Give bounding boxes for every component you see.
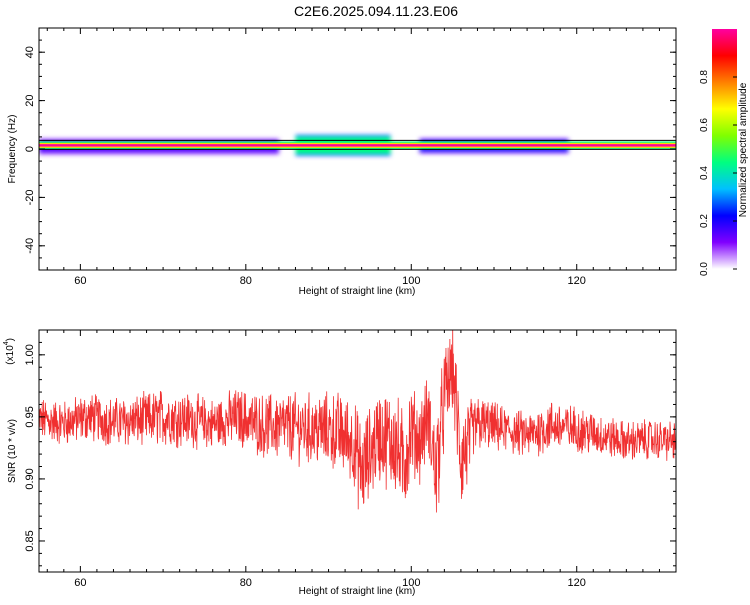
spectrogram-heatmap (39, 134, 676, 156)
spectrogram-y-axis-label: Frequency (Hz) (7, 115, 18, 184)
spectrogram-y-tick-label: 40 (24, 46, 36, 58)
snr-scale-prefix: (x10 (5, 345, 16, 365)
spectrogram-y-tick-label: -20 (24, 189, 36, 205)
spectrogram-y-tick-label: -40 (24, 238, 36, 254)
spectrogram-x-tick-label: 100 (402, 275, 420, 287)
snr-series-line (39, 330, 676, 513)
snr-y-tick-label: 0.85 (24, 530, 36, 551)
colorbar-label: Normalized spectral amplitude (738, 82, 749, 217)
snr-scale-label: (x104) (3, 338, 16, 365)
snr-panel: 60 80 100 120 0.85 0.90 0.95 1.00 Height of str… (3, 329, 677, 597)
colorbar-tick-label: 0.2 (699, 214, 710, 228)
snr-x-tick-label: 120 (568, 577, 586, 589)
spectrogram-ticks: 60 80 100 120 -40 -20 0 20 40 (24, 27, 677, 287)
snr-y-tick-label: 0.90 (24, 468, 36, 489)
colorbar: 0.0 0.2 0.4 0.6 0.8 Normalized spectral ampl… (699, 29, 749, 276)
colorbar-tick-label: 0.0 (699, 262, 710, 276)
snr-y-tick-label: 0.95 (24, 406, 36, 427)
heatmap-core-peak (39, 144, 676, 147)
spectrogram-x-axis-label: Height of straight line (km) (299, 286, 416, 297)
snr-x-axis-label: Height of straight line (km) (299, 586, 416, 597)
spectrogram-x-tick-label: 60 (74, 275, 86, 287)
svg-text:(x104): (x104) (3, 338, 16, 365)
colorbar-ticks: 0.0 0.2 0.4 0.6 0.8 (699, 70, 737, 276)
snr-x-tick-label: 80 (240, 577, 252, 589)
snr-y-tick-label: 1.00 (24, 344, 36, 365)
snr-scale-exponent: 4 (3, 341, 10, 345)
spectrogram-x-tick-label: 120 (568, 275, 586, 287)
colorbar-gradient (712, 29, 737, 269)
snr-y-axis-label: SNR (10 * v/v) (7, 419, 18, 483)
colorbar-tick-label: 0.6 (699, 118, 710, 132)
snr-x-tick-label: 60 (74, 577, 86, 589)
colorbar-tick-label: 0.4 (699, 166, 710, 180)
snr-x-tick-label: 100 (402, 577, 420, 589)
spectrogram-x-tick-label: 80 (240, 275, 252, 287)
snr-ticks: 60 80 100 120 0.85 0.90 0.95 1.00 (24, 329, 677, 589)
spectrogram-panel: 60 80 100 120 -40 -20 0 20 40 Height of straight… (7, 27, 677, 297)
spectrogram-y-tick-label: 20 (24, 94, 36, 106)
spectrogram-y-tick-label: 0 (24, 146, 36, 152)
figure-title: C2E6.2025.094.11.23.E06 (294, 3, 458, 19)
colorbar-tick-label: 0.8 (699, 70, 710, 84)
snr-frame (38, 329, 677, 573)
